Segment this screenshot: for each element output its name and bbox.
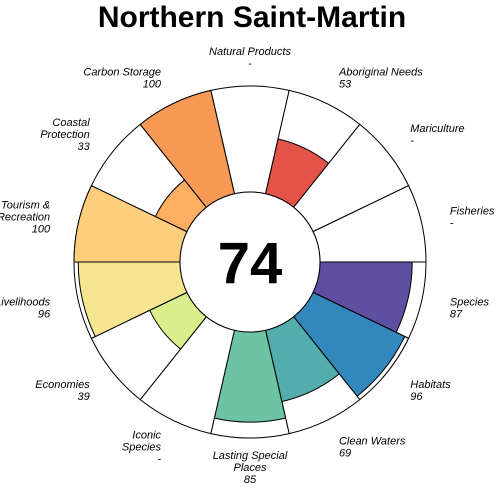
- petal-label-species: Species 87: [450, 297, 490, 321]
- petal-name-species: Species: [450, 297, 490, 309]
- petal-name-livelihoods: Livelihoods: [0, 297, 51, 309]
- petal-score-livelihoods: 96: [38, 309, 51, 321]
- petal-name-mariculture: Mariculture: [410, 123, 464, 135]
- petal-name-iconic-species: Species: [122, 442, 162, 454]
- petal-score-mariculture: -: [410, 135, 414, 147]
- petal-score-lasting-special-places: 85: [244, 474, 257, 486]
- petal-name-clean-waters: Clean Waters: [339, 436, 406, 448]
- petal-score-natural-products: -: [248, 58, 252, 70]
- center-score: 74: [218, 231, 283, 296]
- petal-name-coastal-protection: Coastal: [52, 117, 90, 129]
- petal-label-economies: Economies 39: [35, 379, 90, 403]
- petal-label-lasting-special-places: Lasting Special Places 85: [213, 450, 288, 486]
- petal-name-economies: Economies: [35, 379, 90, 391]
- petal-name-carbon-storage: Carbon Storage: [83, 66, 161, 78]
- petal-label-mariculture: Mariculture -: [410, 123, 464, 147]
- petal-name-lasting-special-places: Lasting Special: [213, 450, 288, 462]
- petal-label-fisheries: Fisheries -: [450, 205, 495, 229]
- chart-title: Northern Saint-Martin: [97, 1, 407, 34]
- petals-group: [73, 85, 427, 439]
- petal-label-habitats: Habitats 96: [410, 379, 451, 403]
- petal-labels-group: Natural Products -Aboriginal Needs 53Maric…: [0, 46, 495, 486]
- petal-name-aboriginal-needs: Aboriginal Needs: [338, 66, 423, 78]
- petal-label-natural-products: Natural Products -: [209, 46, 291, 70]
- petal-score-economies: 39: [77, 391, 89, 403]
- petal-name-lasting-special-places: Places: [233, 462, 267, 474]
- petal-name-natural-products: Natural Products: [209, 46, 291, 58]
- petal-score-clean-waters: 69: [339, 448, 351, 460]
- petal-score-carbon-storage: 100: [143, 78, 162, 90]
- petal-name-habitats: Habitats: [410, 379, 451, 391]
- petal-label-aboriginal-needs: Aboriginal Needs 53: [338, 66, 423, 90]
- petal-score-fisheries: -: [450, 217, 454, 229]
- petal-score-iconic-species: -: [157, 454, 161, 466]
- petal-name-tourism-and-recreation: Tourism &: [1, 199, 50, 211]
- petal-label-carbon-storage: Carbon Storage 100: [83, 66, 162, 90]
- petal-score-coastal-protection: 33: [77, 141, 90, 153]
- petal-score-species: 87: [450, 309, 463, 321]
- petal-score-tourism-and-recreation: 100: [32, 223, 51, 235]
- petal-label-tourism-and-recreation: Tourism & Recreation 100: [0, 199, 51, 235]
- center-disc: [179, 191, 321, 333]
- petal-score-habitats: 96: [410, 391, 423, 403]
- petal-name-fisheries: Fisheries: [450, 205, 495, 217]
- petal-name-iconic-species: Iconic: [132, 430, 161, 442]
- petal-name-tourism-and-recreation: Recreation: [0, 211, 50, 223]
- petal-label-livelihoods: Livelihoods 96: [0, 297, 51, 321]
- petal-label-iconic-species: Iconic Species -: [122, 430, 162, 466]
- petal-label-clean-waters: Clean Waters 69: [339, 436, 406, 460]
- petal-name-coastal-protection: Protection: [40, 129, 90, 141]
- petal-score-aboriginal-needs: 53: [339, 78, 352, 90]
- petal-label-coastal-protection: Coastal Protection 33: [40, 117, 90, 153]
